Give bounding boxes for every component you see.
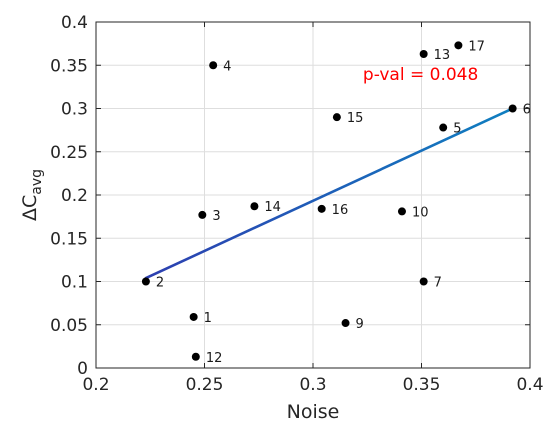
data-point-label: 7 [434, 276, 442, 291]
data-point [332, 113, 341, 122]
data-point [454, 41, 463, 50]
data-point [439, 123, 448, 132]
y-tick-label: 0.05 [50, 316, 88, 336]
data-point [250, 202, 259, 211]
data-point-label: 2 [156, 276, 164, 291]
y-tick-label: 0.25 [50, 143, 88, 163]
data-point-label: 13 [434, 48, 451, 63]
y-tick-label: 0.4 [61, 13, 88, 33]
data-point-label: 9 [356, 317, 364, 332]
data-point-label: 6 [523, 103, 531, 118]
data-point [191, 352, 200, 361]
data-point [198, 210, 207, 219]
data-point [508, 104, 517, 113]
y-tick-label: 0.2 [61, 186, 88, 206]
data-point [341, 319, 350, 328]
data-point [419, 277, 428, 286]
data-point-label: 17 [468, 39, 485, 54]
y-axis-label: ΔCavg [19, 169, 45, 221]
x-tick-label: 0.25 [186, 375, 224, 395]
y-tick-label: 0.15 [50, 229, 88, 249]
y-tick-label: 0.1 [61, 273, 88, 293]
regression-line [144, 107, 514, 280]
data-point-label: 1 [204, 311, 212, 326]
data-point-label: 14 [264, 200, 281, 215]
data-point [189, 312, 198, 321]
data-point-label: 3 [212, 209, 220, 224]
y-axis-label-main: ΔC [19, 195, 41, 221]
fit-line-group [144, 107, 514, 280]
x-axis-ticks: 0.2 0.25 0.3 0.35 0.4 [82, 22, 544, 395]
p-value-annotation: p-val = 0.048 [363, 65, 478, 85]
data-point-label: 5 [453, 122, 461, 137]
x-tick-label: 0.3 [299, 375, 326, 395]
x-tick-label: 0.4 [516, 375, 543, 395]
y-tick-label: 0.35 [50, 56, 88, 76]
data-point [209, 61, 218, 70]
y-tick-label: 0.3 [61, 100, 88, 120]
data-point [419, 50, 428, 59]
data-point-label: 16 [332, 203, 349, 218]
y-axis-ticks: 0 0.05 0.1 0.15 0.2 0.25 0.3 0.35 0.4 [50, 13, 530, 379]
x-axis-label: Noise [287, 401, 340, 423]
data-point-label: 10 [412, 205, 429, 220]
y-axis-label-subscript: avg [29, 169, 45, 195]
data-point [317, 204, 326, 213]
data-point [141, 277, 150, 286]
data-point [397, 207, 406, 216]
data-point-label: 12 [206, 351, 223, 366]
data-point-label: 15 [347, 111, 364, 126]
x-tick-label: 0.35 [403, 375, 441, 395]
data-point-label: 4 [223, 59, 231, 74]
x-tick-label: 0.2 [82, 375, 109, 395]
y-tick-label: 0 [77, 359, 88, 379]
